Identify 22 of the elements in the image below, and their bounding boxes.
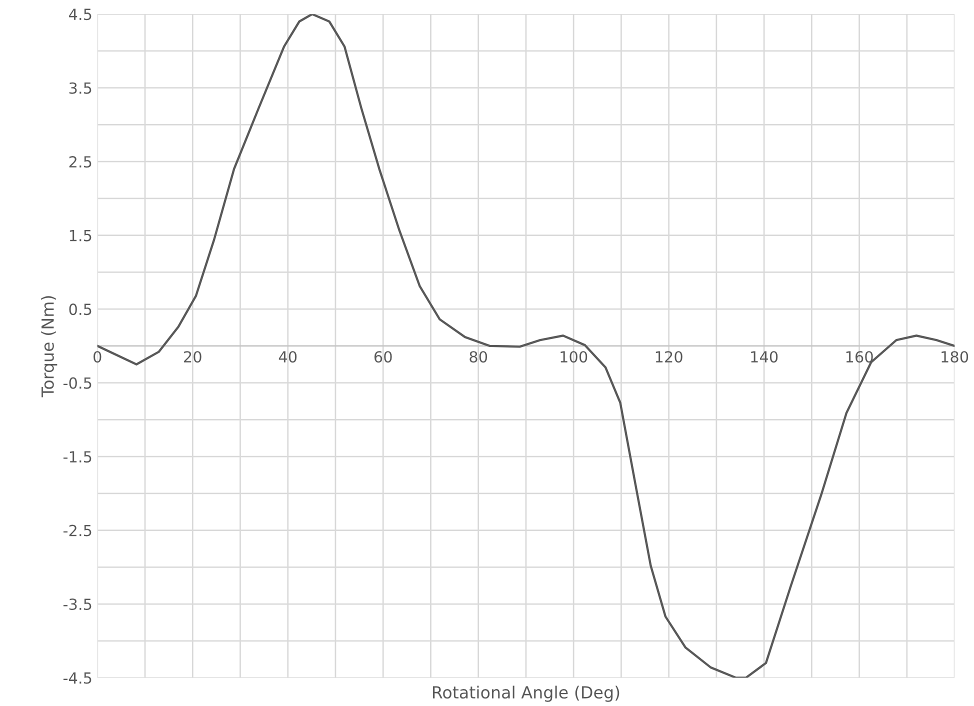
x-tick-label: 0 bbox=[94, 351, 102, 363]
x-tick-label: 40 bbox=[278, 351, 297, 363]
y-tick-label: 4.5 bbox=[68, 8, 92, 20]
x-tick-label: 20 bbox=[184, 351, 202, 363]
y-tick-label: 3.5 bbox=[69, 82, 92, 94]
y-tick-label: -4.5 bbox=[63, 672, 92, 684]
y-tick-label: 0.5 bbox=[69, 304, 92, 316]
x-tick-label: 180 bbox=[942, 351, 968, 363]
x-tick-label: 60 bbox=[374, 351, 392, 363]
x-tick-label: 80 bbox=[470, 351, 488, 363]
y-axis-title: Torque (Nm) bbox=[41, 296, 58, 398]
y-tick-label: 2.5 bbox=[69, 156, 92, 168]
x-axis-title: Rotational Angle (Deg) bbox=[432, 686, 620, 702]
y-tick-label: -0.5 bbox=[63, 377, 92, 389]
x-tick-label: 140 bbox=[751, 351, 778, 363]
y-tick-label: -3.5 bbox=[63, 598, 92, 610]
y-tick-label: -2.5 bbox=[63, 524, 92, 536]
x-tick-label: 160 bbox=[846, 351, 873, 363]
x-tick-label: 120 bbox=[656, 351, 682, 363]
y-tick-label: 1.5 bbox=[70, 230, 92, 242]
x-tick-label: 100 bbox=[560, 351, 588, 363]
y-tick-label: -1.5 bbox=[63, 451, 92, 463]
